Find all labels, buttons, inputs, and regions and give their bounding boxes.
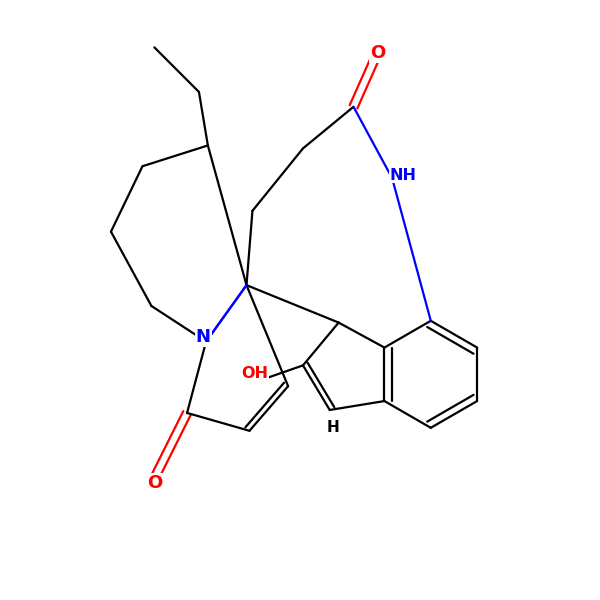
Text: N: N xyxy=(196,328,211,346)
Text: NH: NH xyxy=(389,167,416,182)
Text: O: O xyxy=(370,44,385,62)
Text: O: O xyxy=(147,474,162,492)
Text: OH: OH xyxy=(241,366,268,381)
Text: H: H xyxy=(326,421,339,436)
